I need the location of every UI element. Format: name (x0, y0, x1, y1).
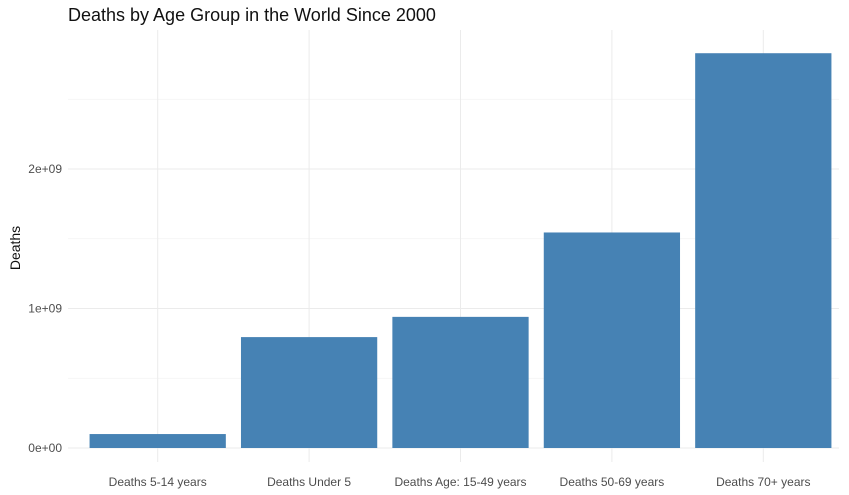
x-axis-ticks: Deaths 5-14 years Deaths Under 5 Deaths Ag… (109, 475, 811, 489)
y-tick-label: 0e+00 (28, 441, 62, 455)
x-tick-label: Deaths 70+ years (716, 475, 810, 489)
x-tick-label: Deaths 50-69 years (560, 475, 665, 489)
bar-deaths-5-14-years (89, 434, 226, 448)
y-axis-ticks: 0e+00 1e+09 2e+09 (28, 162, 62, 455)
bars (89, 53, 832, 449)
chart-title: Deaths by Age Group in the World Since 2… (68, 5, 436, 25)
bar-deaths-70-years (695, 53, 832, 449)
y-axis-title: Deaths (7, 226, 23, 270)
bar-deaths-age-15-49-years (392, 316, 529, 448)
x-tick-label: Deaths Age: 15-49 years (394, 475, 526, 489)
y-tick-label: 1e+09 (28, 302, 62, 316)
bar-deaths-under-5 (240, 337, 378, 448)
x-tick-label: Deaths Under 5 (267, 475, 351, 489)
bar-deaths-50-69-years (543, 232, 681, 448)
y-tick-label: 2e+09 (28, 162, 62, 176)
x-tick-label: Deaths 5-14 years (109, 475, 207, 489)
